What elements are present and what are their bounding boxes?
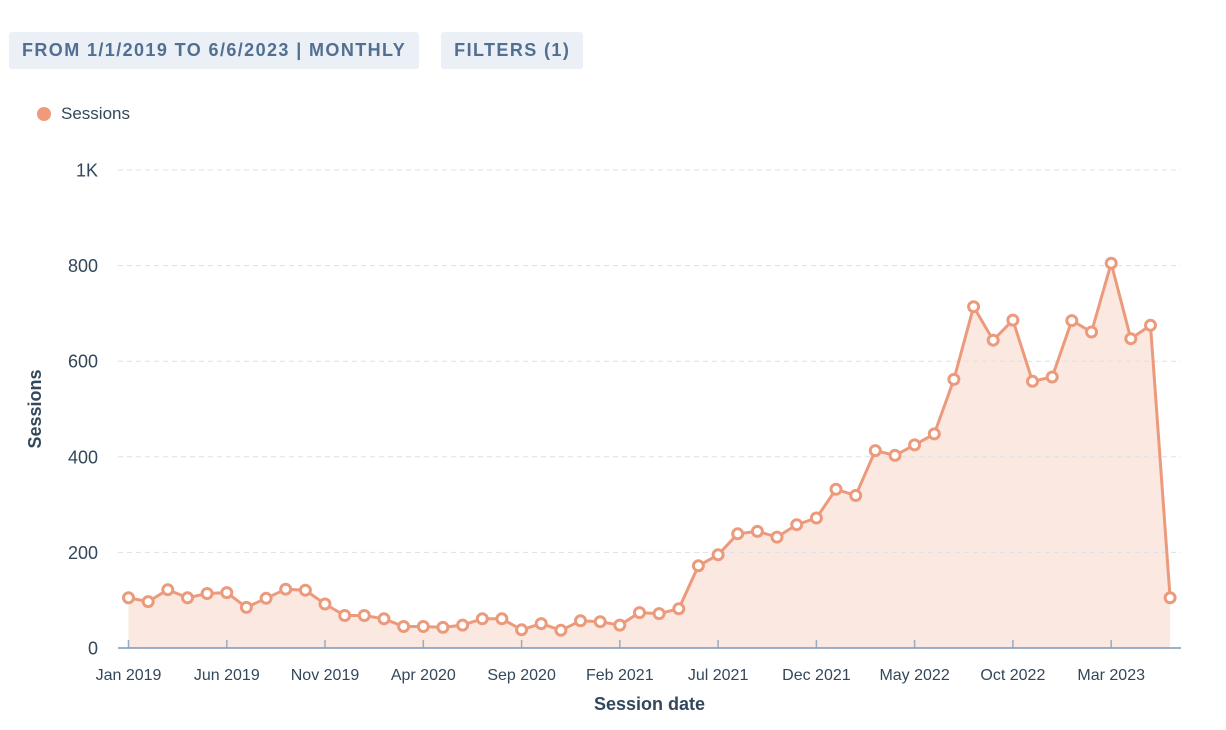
data-point-jul-2019[interactable] <box>239 600 253 614</box>
y-tick-label: 600 <box>68 352 98 372</box>
data-point-may-2021[interactable] <box>672 602 686 616</box>
legend-label: Sessions <box>61 104 130 123</box>
data-point-feb-2021[interactable] <box>613 618 627 632</box>
x-tick-label: Oct 2022 <box>980 667 1045 684</box>
chip-row: FROM 1/1/2019 TO 6/6/2023 | MONTHLY FILT… <box>9 32 584 69</box>
data-point-jan-2022[interactable] <box>829 482 843 496</box>
data-point-apr-2021[interactable] <box>652 607 666 621</box>
x-tick-label: Sep 2020 <box>487 667 556 684</box>
y-tick-label: 200 <box>68 543 98 563</box>
x-tick-label: Jun 2019 <box>194 667 260 684</box>
area-fill <box>128 263 1171 648</box>
data-point-mar-2023[interactable] <box>1104 256 1118 270</box>
data-point-jun-2019[interactable] <box>220 586 234 600</box>
data-point-nov-2022[interactable] <box>1026 374 1039 388</box>
data-point-feb-2020[interactable] <box>377 612 391 626</box>
data-point-jul-2021[interactable] <box>711 548 725 562</box>
data-point-aug-2021[interactable] <box>731 527 745 541</box>
x-tick-label: Mar 2023 <box>1077 667 1145 684</box>
data-point-oct-2022[interactable] <box>1006 313 1020 327</box>
x-tick-label: Dec 2021 <box>782 667 851 684</box>
data-point-dec-2022[interactable] <box>1045 370 1059 384</box>
data-point-sep-2021[interactable] <box>750 524 764 538</box>
data-point-jan-2019[interactable] <box>122 591 135 605</box>
x-axis-title: Session date <box>594 694 705 714</box>
data-point-sep-2020[interactable] <box>515 623 529 637</box>
data-point-aug-2022[interactable] <box>967 300 981 314</box>
data-point-mar-2022[interactable] <box>868 444 882 458</box>
data-point-feb-2022[interactable] <box>849 489 863 502</box>
data-point-oct-2020[interactable] <box>534 617 548 631</box>
data-point-jan-2020[interactable] <box>357 609 371 622</box>
data-point-may-2022[interactable] <box>908 438 922 452</box>
date-range-chip[interactable]: FROM 1/1/2019 TO 6/6/2023 | MONTHLY <box>9 32 420 69</box>
x-tick-label: Jul 2021 <box>688 667 749 684</box>
data-point-jun-2021[interactable] <box>691 559 705 573</box>
data-point-feb-2019[interactable] <box>141 595 155 609</box>
legend[interactable]: Sessions <box>37 103 130 125</box>
data-point-aug-2020[interactable] <box>495 612 509 626</box>
data-point-may-2023[interactable] <box>1144 318 1157 332</box>
x-tick-label: Nov 2019 <box>291 667 360 684</box>
data-point-dec-2021[interactable] <box>809 511 823 525</box>
data-point-dec-2020[interactable] <box>574 614 587 628</box>
x-tick-label: Apr 2020 <box>391 667 456 684</box>
data-point-apr-2023[interactable] <box>1124 332 1138 346</box>
x-tick-label: Jan 2019 <box>96 667 162 684</box>
data-point-may-2020[interactable] <box>436 620 450 634</box>
legend-dot-icon <box>37 107 51 121</box>
data-point-feb-2023[interactable] <box>1085 325 1098 339</box>
data-point-sep-2022[interactable] <box>986 333 1000 347</box>
data-point-jun-2020[interactable] <box>456 618 470 632</box>
data-point-jul-2022[interactable] <box>947 372 961 386</box>
y-tick-label: 400 <box>68 447 98 467</box>
data-point-jan-2023[interactable] <box>1065 314 1079 328</box>
filters-chip[interactable]: FILTERS (1) <box>441 32 584 69</box>
data-point-mar-2019[interactable] <box>161 583 175 597</box>
data-point-oct-2019[interactable] <box>298 583 312 597</box>
data-point-nov-2021[interactable] <box>790 518 804 532</box>
x-tick-label: Feb 2021 <box>586 667 654 684</box>
data-point-apr-2019[interactable] <box>181 591 194 605</box>
y-tick-label: 1K <box>76 161 98 181</box>
data-point-nov-2020[interactable] <box>554 623 568 637</box>
data-point-aug-2019[interactable] <box>259 591 273 605</box>
y-axis-title: Sessions <box>25 369 45 448</box>
data-point-mar-2020[interactable] <box>397 620 411 633</box>
data-point-oct-2021[interactable] <box>770 530 784 544</box>
data-point-may-2019[interactable] <box>200 587 214 600</box>
data-point-mar-2021[interactable] <box>633 606 646 620</box>
data-point-nov-2019[interactable] <box>318 597 332 611</box>
y-tick-label: 800 <box>68 256 98 276</box>
data-point-sep-2019[interactable] <box>279 582 293 596</box>
data-point-jun-2023[interactable] <box>1163 591 1177 605</box>
y-tick-label: 0 <box>88 639 98 659</box>
data-point-jun-2022[interactable] <box>927 427 941 441</box>
data-point-jul-2020[interactable] <box>475 612 489 626</box>
data-point-jan-2021[interactable] <box>593 615 607 629</box>
x-tick-label: May 2022 <box>879 667 949 684</box>
data-point-apr-2022[interactable] <box>888 448 902 462</box>
data-point-dec-2019[interactable] <box>338 609 352 622</box>
data-point-apr-2020[interactable] <box>416 620 430 633</box>
